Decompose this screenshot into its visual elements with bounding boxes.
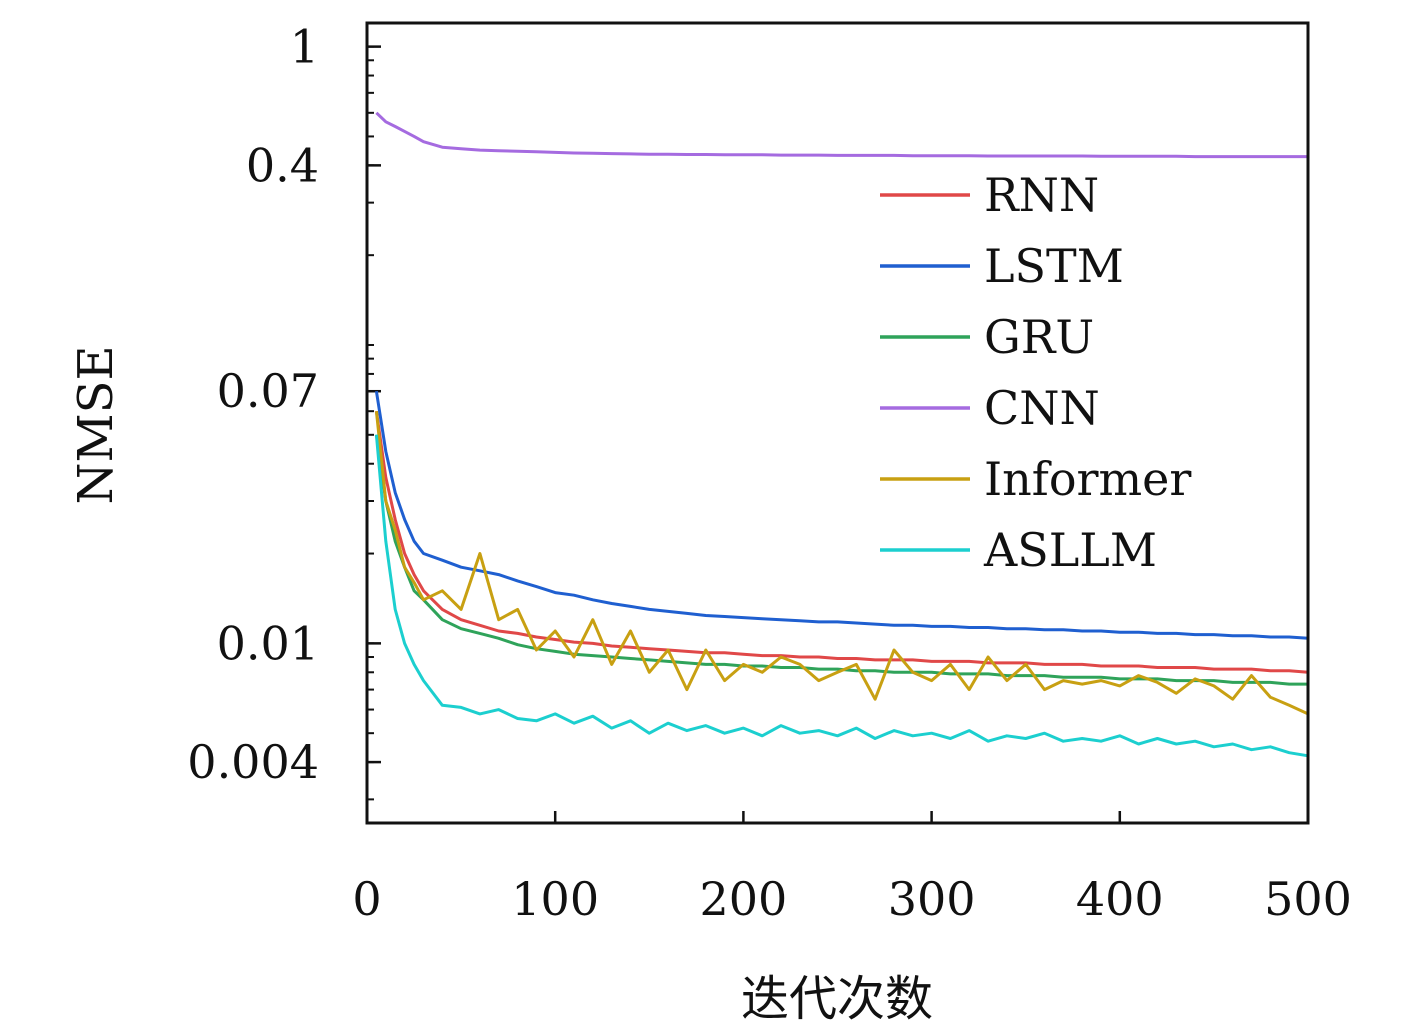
series-line-asllm [374,434,1309,758]
x-axis-title: 迭代次数 [741,971,933,1027]
legend-label-cnn: CNN [984,381,1100,435]
y-tick-label: 1 [290,20,319,74]
x-tick-label: 400 [1076,872,1164,926]
x-tick-label: 200 [699,872,787,926]
legend-label-informer: Informer [984,452,1191,506]
series-line-informer [374,411,1309,716]
series-layer [374,111,1309,758]
x-tick-label: 300 [888,872,976,926]
series-line-cnn [375,111,1308,159]
series-line-lstm [374,390,1309,640]
y-tick-label: 0.01 [217,616,319,670]
legend-label-gru: GRU [984,310,1094,364]
x-tick-label: 500 [1264,872,1352,926]
y-tick-label: 0.07 [217,364,319,418]
x-tick-label: 100 [511,872,599,926]
y-axis-ticks: 1 0.4 0.07 0.01 0.004 [187,20,381,801]
legend-label-asllm: ASLLM [983,523,1157,577]
y-tick-label: 0.004 [187,735,319,789]
legend-label-lstm: LSTM [984,239,1124,293]
legend-label-rnn: RNN [984,168,1099,222]
y-tick-label: 0.4 [246,138,319,192]
x-tick-label: 0 [352,872,381,926]
legend: RNN LSTM GRU CNN Informer ASLLM [880,168,1191,577]
y-axis-title: NMSE [68,345,124,504]
x-axis-ticks: 0 100 200 300 400 500 [352,811,1352,926]
plot-frame [365,21,1310,825]
series-line-rnn [374,410,1309,674]
